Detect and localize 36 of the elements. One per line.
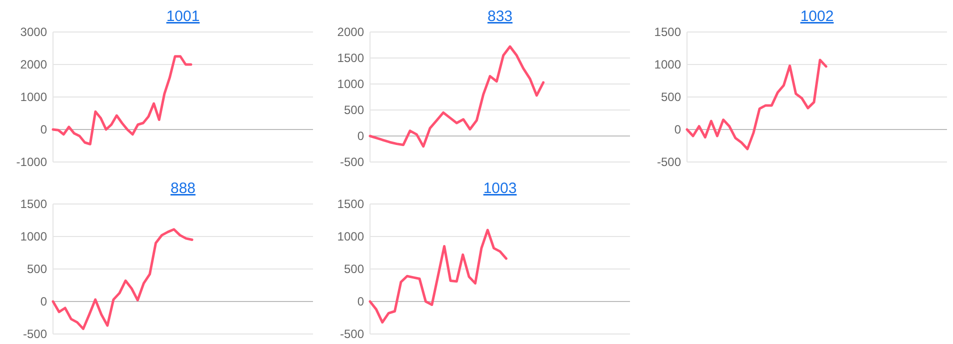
line-series bbox=[52, 228, 194, 330]
y-tick-label: -500 bbox=[22, 327, 48, 342]
chart-title: 1003 bbox=[483, 180, 517, 197]
y-tick-label: 0 bbox=[40, 294, 48, 309]
y-tick-label: 1000 bbox=[337, 77, 364, 92]
y-tick-label: -500 bbox=[340, 155, 364, 170]
y-tick-label: 1500 bbox=[337, 197, 364, 212]
y-tick-label: 500 bbox=[660, 90, 682, 104]
y-tick-label: -500 bbox=[340, 327, 364, 342]
y-tick-label: 1500 bbox=[337, 51, 364, 66]
y-tick-label: 0 bbox=[674, 122, 682, 137]
line-series bbox=[368, 45, 545, 148]
y-tick-label: 500 bbox=[344, 103, 364, 118]
y-tick-label: -500 bbox=[656, 155, 682, 170]
y-tick-label: 2000 bbox=[337, 25, 364, 40]
y-tick-label: -1000 bbox=[16, 155, 48, 170]
y-tick-label: 1000 bbox=[337, 230, 364, 244]
y-tick-label: 2000 bbox=[20, 58, 48, 72]
y-tick-label: 500 bbox=[344, 262, 364, 276]
y-tick-label: 1000 bbox=[654, 58, 682, 72]
y-tick-label: 0 bbox=[357, 294, 364, 309]
y-tick-label: 1000 bbox=[20, 90, 48, 104]
line-series bbox=[52, 55, 192, 146]
y-tick-label: 0 bbox=[40, 122, 48, 137]
y-tick-label: 1500 bbox=[20, 197, 48, 212]
chart-title: 1001 bbox=[166, 8, 200, 25]
y-tick-label: 500 bbox=[26, 262, 48, 276]
y-tick-label: 0 bbox=[357, 129, 364, 144]
line-series bbox=[686, 58, 828, 150]
y-tick-label: 1000 bbox=[20, 230, 48, 244]
chart-title: 833 bbox=[487, 8, 513, 25]
line-series bbox=[368, 228, 508, 324]
y-tick-label: 3000 bbox=[20, 25, 48, 40]
chart-title: 1002 bbox=[800, 8, 834, 25]
chart-title: 888 bbox=[170, 180, 196, 197]
y-tick-label: 1500 bbox=[654, 25, 682, 40]
